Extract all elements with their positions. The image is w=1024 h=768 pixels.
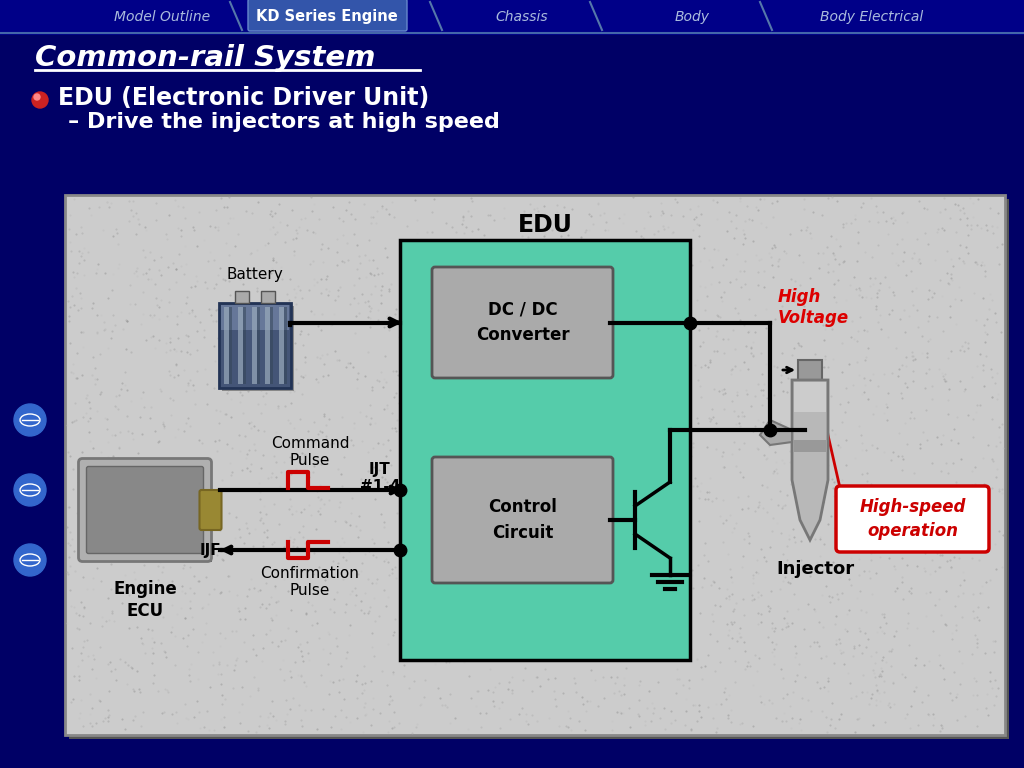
Text: Common-rail System: Common-rail System — [35, 44, 376, 72]
Bar — [221, 304, 289, 330]
Bar — [284, 306, 287, 383]
Polygon shape — [792, 380, 828, 540]
Bar — [261, 290, 275, 303]
Text: – Drive the injectors at high speed: – Drive the injectors at high speed — [68, 112, 500, 132]
Bar — [224, 306, 229, 383]
Text: Body: Body — [675, 10, 710, 24]
Bar — [238, 306, 243, 383]
FancyBboxPatch shape — [248, 0, 407, 31]
FancyBboxPatch shape — [432, 457, 613, 583]
Bar — [265, 306, 270, 383]
FancyBboxPatch shape — [79, 458, 212, 561]
Text: Engine
ECU: Engine ECU — [113, 580, 177, 620]
Text: High-speed
operation: High-speed operation — [859, 498, 966, 540]
Text: Body Electrical: Body Electrical — [820, 10, 924, 24]
Text: Battery: Battery — [226, 267, 284, 283]
Bar — [65, 195, 1005, 735]
Bar — [280, 306, 284, 383]
Bar — [400, 240, 690, 660]
Text: Command
Pulse: Command Pulse — [270, 435, 349, 468]
Polygon shape — [760, 420, 792, 445]
Text: High
Voltage: High Voltage — [778, 288, 849, 327]
Bar — [86, 466, 212, 561]
Bar — [794, 382, 826, 412]
Bar — [798, 360, 822, 382]
Bar — [219, 303, 291, 388]
Bar — [252, 306, 257, 383]
Bar — [270, 306, 273, 383]
Bar — [243, 306, 246, 383]
Bar — [222, 306, 294, 390]
Circle shape — [14, 474, 46, 506]
Text: Control
Circuit: Control Circuit — [488, 498, 557, 541]
Text: EDU: EDU — [517, 213, 572, 237]
Text: KD Series Engine: KD Series Engine — [256, 9, 398, 25]
Text: Chassis: Chassis — [496, 10, 548, 24]
Text: DC / DC
Converter: DC / DC Converter — [476, 301, 569, 344]
Circle shape — [34, 94, 40, 100]
Text: EDU (Electronic Driver Unit): EDU (Electronic Driver Unit) — [58, 86, 429, 110]
FancyBboxPatch shape — [836, 486, 989, 552]
Text: Model Outline: Model Outline — [114, 10, 210, 24]
Text: IJT
#1-4: IJT #1-4 — [359, 462, 400, 494]
FancyBboxPatch shape — [432, 267, 613, 378]
Bar — [0, 0, 1024, 35]
Bar — [794, 440, 826, 452]
Bar — [69, 199, 1009, 739]
Bar — [229, 306, 232, 383]
Text: IJF: IJF — [200, 542, 221, 558]
Text: Injector: Injector — [776, 560, 854, 578]
FancyBboxPatch shape — [86, 466, 204, 554]
Bar — [257, 306, 259, 383]
FancyBboxPatch shape — [200, 490, 221, 530]
Circle shape — [32, 92, 48, 108]
Text: Confirmation
Pulse: Confirmation Pulse — [260, 566, 359, 598]
Circle shape — [14, 544, 46, 576]
Circle shape — [14, 404, 46, 436]
Bar — [234, 290, 249, 303]
